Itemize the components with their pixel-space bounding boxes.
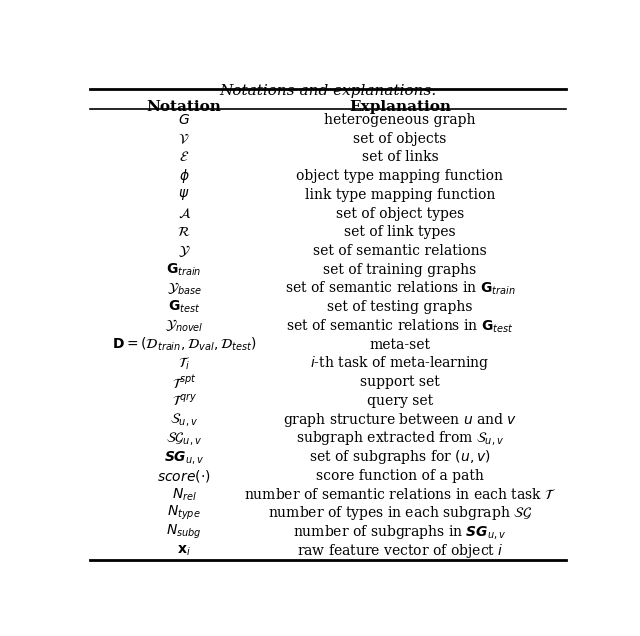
Text: $\mathcal{SG}_{u,v}$: $\mathcal{SG}_{u,v}$ bbox=[166, 430, 202, 447]
Text: $\psi$: $\psi$ bbox=[179, 188, 190, 202]
Text: $\mathcal{E}$: $\mathcal{E}$ bbox=[179, 151, 189, 165]
Text: number of semantic relations in each task $\mathcal{T}$: number of semantic relations in each tas… bbox=[244, 487, 556, 502]
Text: $\mathcal{R}$: $\mathcal{R}$ bbox=[177, 225, 191, 239]
Text: subgraph extracted from $\mathcal{S}_{u,v}$: subgraph extracted from $\mathcal{S}_{u,… bbox=[296, 429, 504, 447]
Text: $\phi$: $\phi$ bbox=[179, 167, 189, 185]
Text: number of types in each subgraph $\mathcal{SG}$: number of types in each subgraph $\mathc… bbox=[268, 504, 532, 522]
Text: raw feature vector of object $i$: raw feature vector of object $i$ bbox=[297, 542, 503, 560]
Text: $\mathcal{T}^{spt}$: $\mathcal{T}^{spt}$ bbox=[172, 373, 196, 391]
Text: $\mathcal{Y}_{base}$: $\mathcal{Y}_{base}$ bbox=[167, 280, 202, 297]
Text: $\mathbf{D} = (\mathcal{D}_{train}, \mathcal{D}_{val}, \mathcal{D}_{test})$: $\mathbf{D} = (\mathcal{D}_{train}, \mat… bbox=[111, 336, 257, 354]
Text: object type mapping function: object type mapping function bbox=[296, 169, 504, 183]
Text: query set: query set bbox=[367, 394, 433, 408]
Text: set of semantic relations: set of semantic relations bbox=[313, 244, 487, 258]
Text: set of semantic relations in $\mathbf{G}_{train}$: set of semantic relations in $\mathbf{G}… bbox=[285, 280, 515, 297]
Text: $score(\cdot)$: $score(\cdot)$ bbox=[157, 468, 211, 484]
Text: score function of a path: score function of a path bbox=[316, 469, 484, 483]
Text: $\mathcal{T}_i$: $\mathcal{T}_i$ bbox=[178, 356, 190, 371]
Text: $\mathcal{V}$: $\mathcal{V}$ bbox=[179, 132, 190, 146]
Text: $\mathcal{S}_{u,v}$: $\mathcal{S}_{u,v}$ bbox=[170, 411, 198, 428]
Text: $\mathcal{Y}_{novel}$: $\mathcal{Y}_{novel}$ bbox=[165, 318, 204, 334]
Text: $N_{rel}$: $N_{rel}$ bbox=[172, 487, 196, 503]
Text: $i$-th task of meta-learning: $i$-th task of meta-learning bbox=[310, 354, 490, 373]
Text: number of subgraphs in $\boldsymbol{SG}_{u,v}$: number of subgraphs in $\boldsymbol{SG}_… bbox=[293, 523, 507, 541]
Text: $\mathcal{A}$: $\mathcal{A}$ bbox=[177, 207, 191, 221]
Text: set of testing graphs: set of testing graphs bbox=[327, 300, 473, 314]
Text: $G$: $G$ bbox=[178, 113, 190, 127]
Text: Notation: Notation bbox=[147, 100, 221, 114]
Text: set of link types: set of link types bbox=[344, 225, 456, 239]
Text: $\mathbf{G}_{test}$: $\mathbf{G}_{test}$ bbox=[168, 299, 200, 315]
Text: $\mathcal{Y}$: $\mathcal{Y}$ bbox=[178, 243, 191, 259]
Text: heterogeneous graph: heterogeneous graph bbox=[324, 113, 476, 127]
Text: Explanation: Explanation bbox=[349, 100, 451, 114]
Text: set of training graphs: set of training graphs bbox=[323, 263, 477, 277]
Text: link type mapping function: link type mapping function bbox=[305, 188, 495, 202]
Text: $\boldsymbol{SG}_{u,v}$: $\boldsymbol{SG}_{u,v}$ bbox=[164, 448, 204, 466]
Text: meta-set: meta-set bbox=[369, 338, 431, 352]
Text: $N_{type}$: $N_{type}$ bbox=[167, 504, 201, 523]
Text: set of links: set of links bbox=[362, 151, 438, 165]
Text: set of objects: set of objects bbox=[353, 132, 447, 146]
Text: set of subgraphs for $(u, v)$: set of subgraphs for $(u, v)$ bbox=[309, 448, 491, 466]
Text: support set: support set bbox=[360, 375, 440, 389]
Text: set of semantic relations in $\mathbf{G}_{test}$: set of semantic relations in $\mathbf{G}… bbox=[286, 317, 514, 335]
Text: $\mathbf{G}_{train}$: $\mathbf{G}_{train}$ bbox=[166, 261, 202, 278]
Text: $N_{subg}$: $N_{subg}$ bbox=[166, 523, 202, 541]
Text: set of object types: set of object types bbox=[336, 207, 464, 221]
Text: $\mathcal{T}^{qry}$: $\mathcal{T}^{qry}$ bbox=[172, 393, 196, 409]
Text: graph structure between $u$ and $v$: graph structure between $u$ and $v$ bbox=[283, 411, 517, 429]
Text: $\mathbf{x}_i$: $\mathbf{x}_i$ bbox=[177, 544, 191, 558]
Text: Notations and explanations.: Notations and explanations. bbox=[220, 84, 436, 98]
